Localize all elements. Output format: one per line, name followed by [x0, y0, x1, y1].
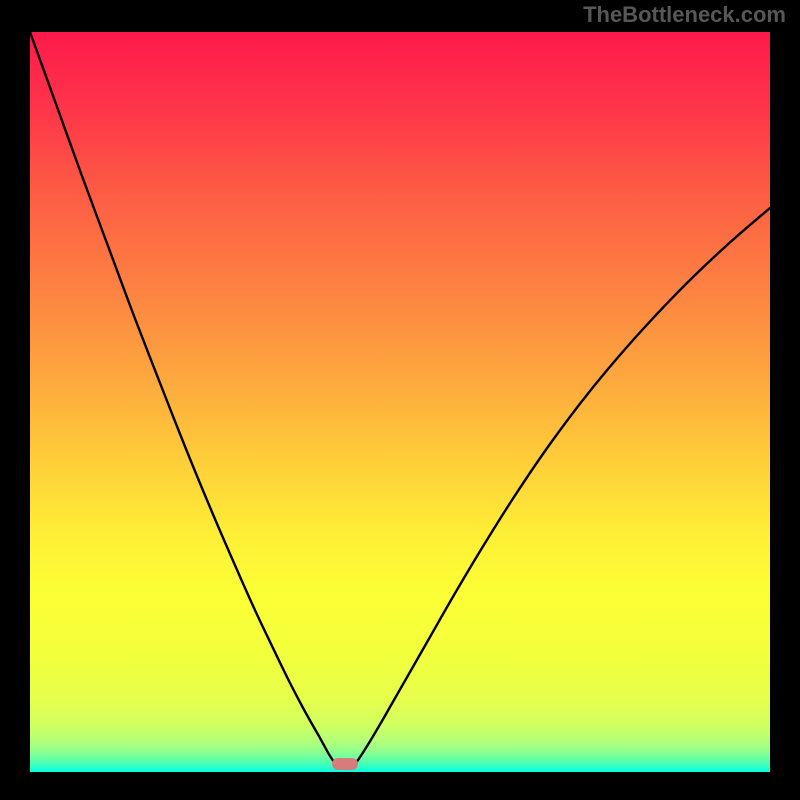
plot-area	[30, 32, 770, 772]
chart-container: TheBottleneck.com	[0, 0, 800, 800]
watermark-text: TheBottleneck.com	[583, 2, 786, 28]
optimal-point-marker	[332, 758, 358, 770]
